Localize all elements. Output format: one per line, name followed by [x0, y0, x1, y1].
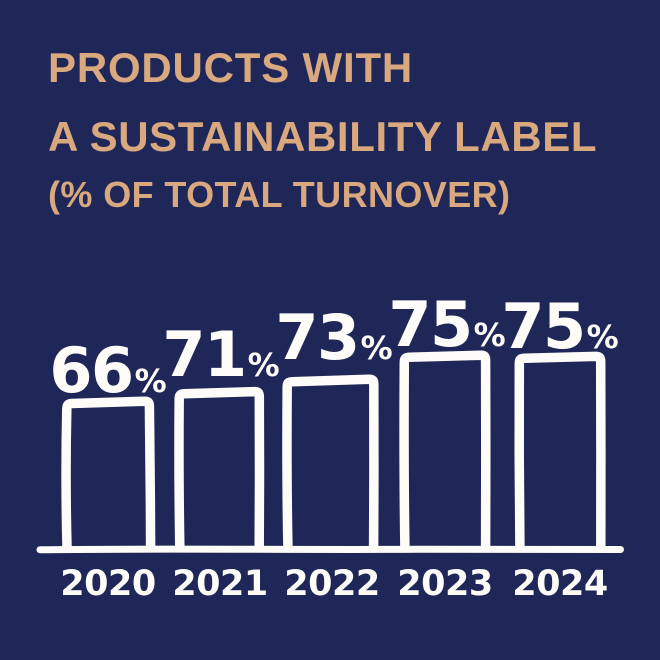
- title-line-1: PRODUCTS WITH: [48, 44, 414, 91]
- year-label-2022: 2022: [284, 564, 380, 604]
- percent-sign: %: [360, 329, 393, 367]
- title-line-2: A SUSTAINABILITY LABEL: [48, 113, 598, 160]
- year-label-2021: 2021: [172, 564, 268, 604]
- value-number: 75: [388, 288, 473, 361]
- percent-sign: %: [473, 316, 506, 354]
- value-label-2023: 75%: [388, 294, 505, 356]
- bar-2023: [399, 350, 491, 552]
- value-label-2021: 71%: [162, 324, 279, 386]
- value-number: 66: [49, 334, 134, 407]
- percent-sign: %: [247, 346, 280, 384]
- title-line-3: (% OF TOTAL TURNOVER): [48, 174, 511, 215]
- value-number: 73: [275, 301, 360, 374]
- year-label-2023: 2023: [397, 564, 493, 604]
- value-label-2022: 73%: [275, 307, 392, 369]
- year-label-2024: 2024: [512, 564, 608, 604]
- percent-sign: %: [586, 318, 619, 356]
- bar-2021: [174, 386, 265, 552]
- bar-2022: [282, 374, 379, 552]
- bar-2024: [514, 351, 606, 552]
- year-label-2020: 2020: [60, 564, 156, 604]
- percent-sign: %: [134, 362, 167, 400]
- value-label-2024: 75%: [501, 296, 618, 358]
- value-number: 71: [162, 318, 247, 391]
- bar-2020: [61, 396, 156, 552]
- value-label-2020: 66%: [49, 340, 166, 402]
- value-number: 75: [501, 290, 586, 363]
- axis-baseline: [36, 545, 624, 554]
